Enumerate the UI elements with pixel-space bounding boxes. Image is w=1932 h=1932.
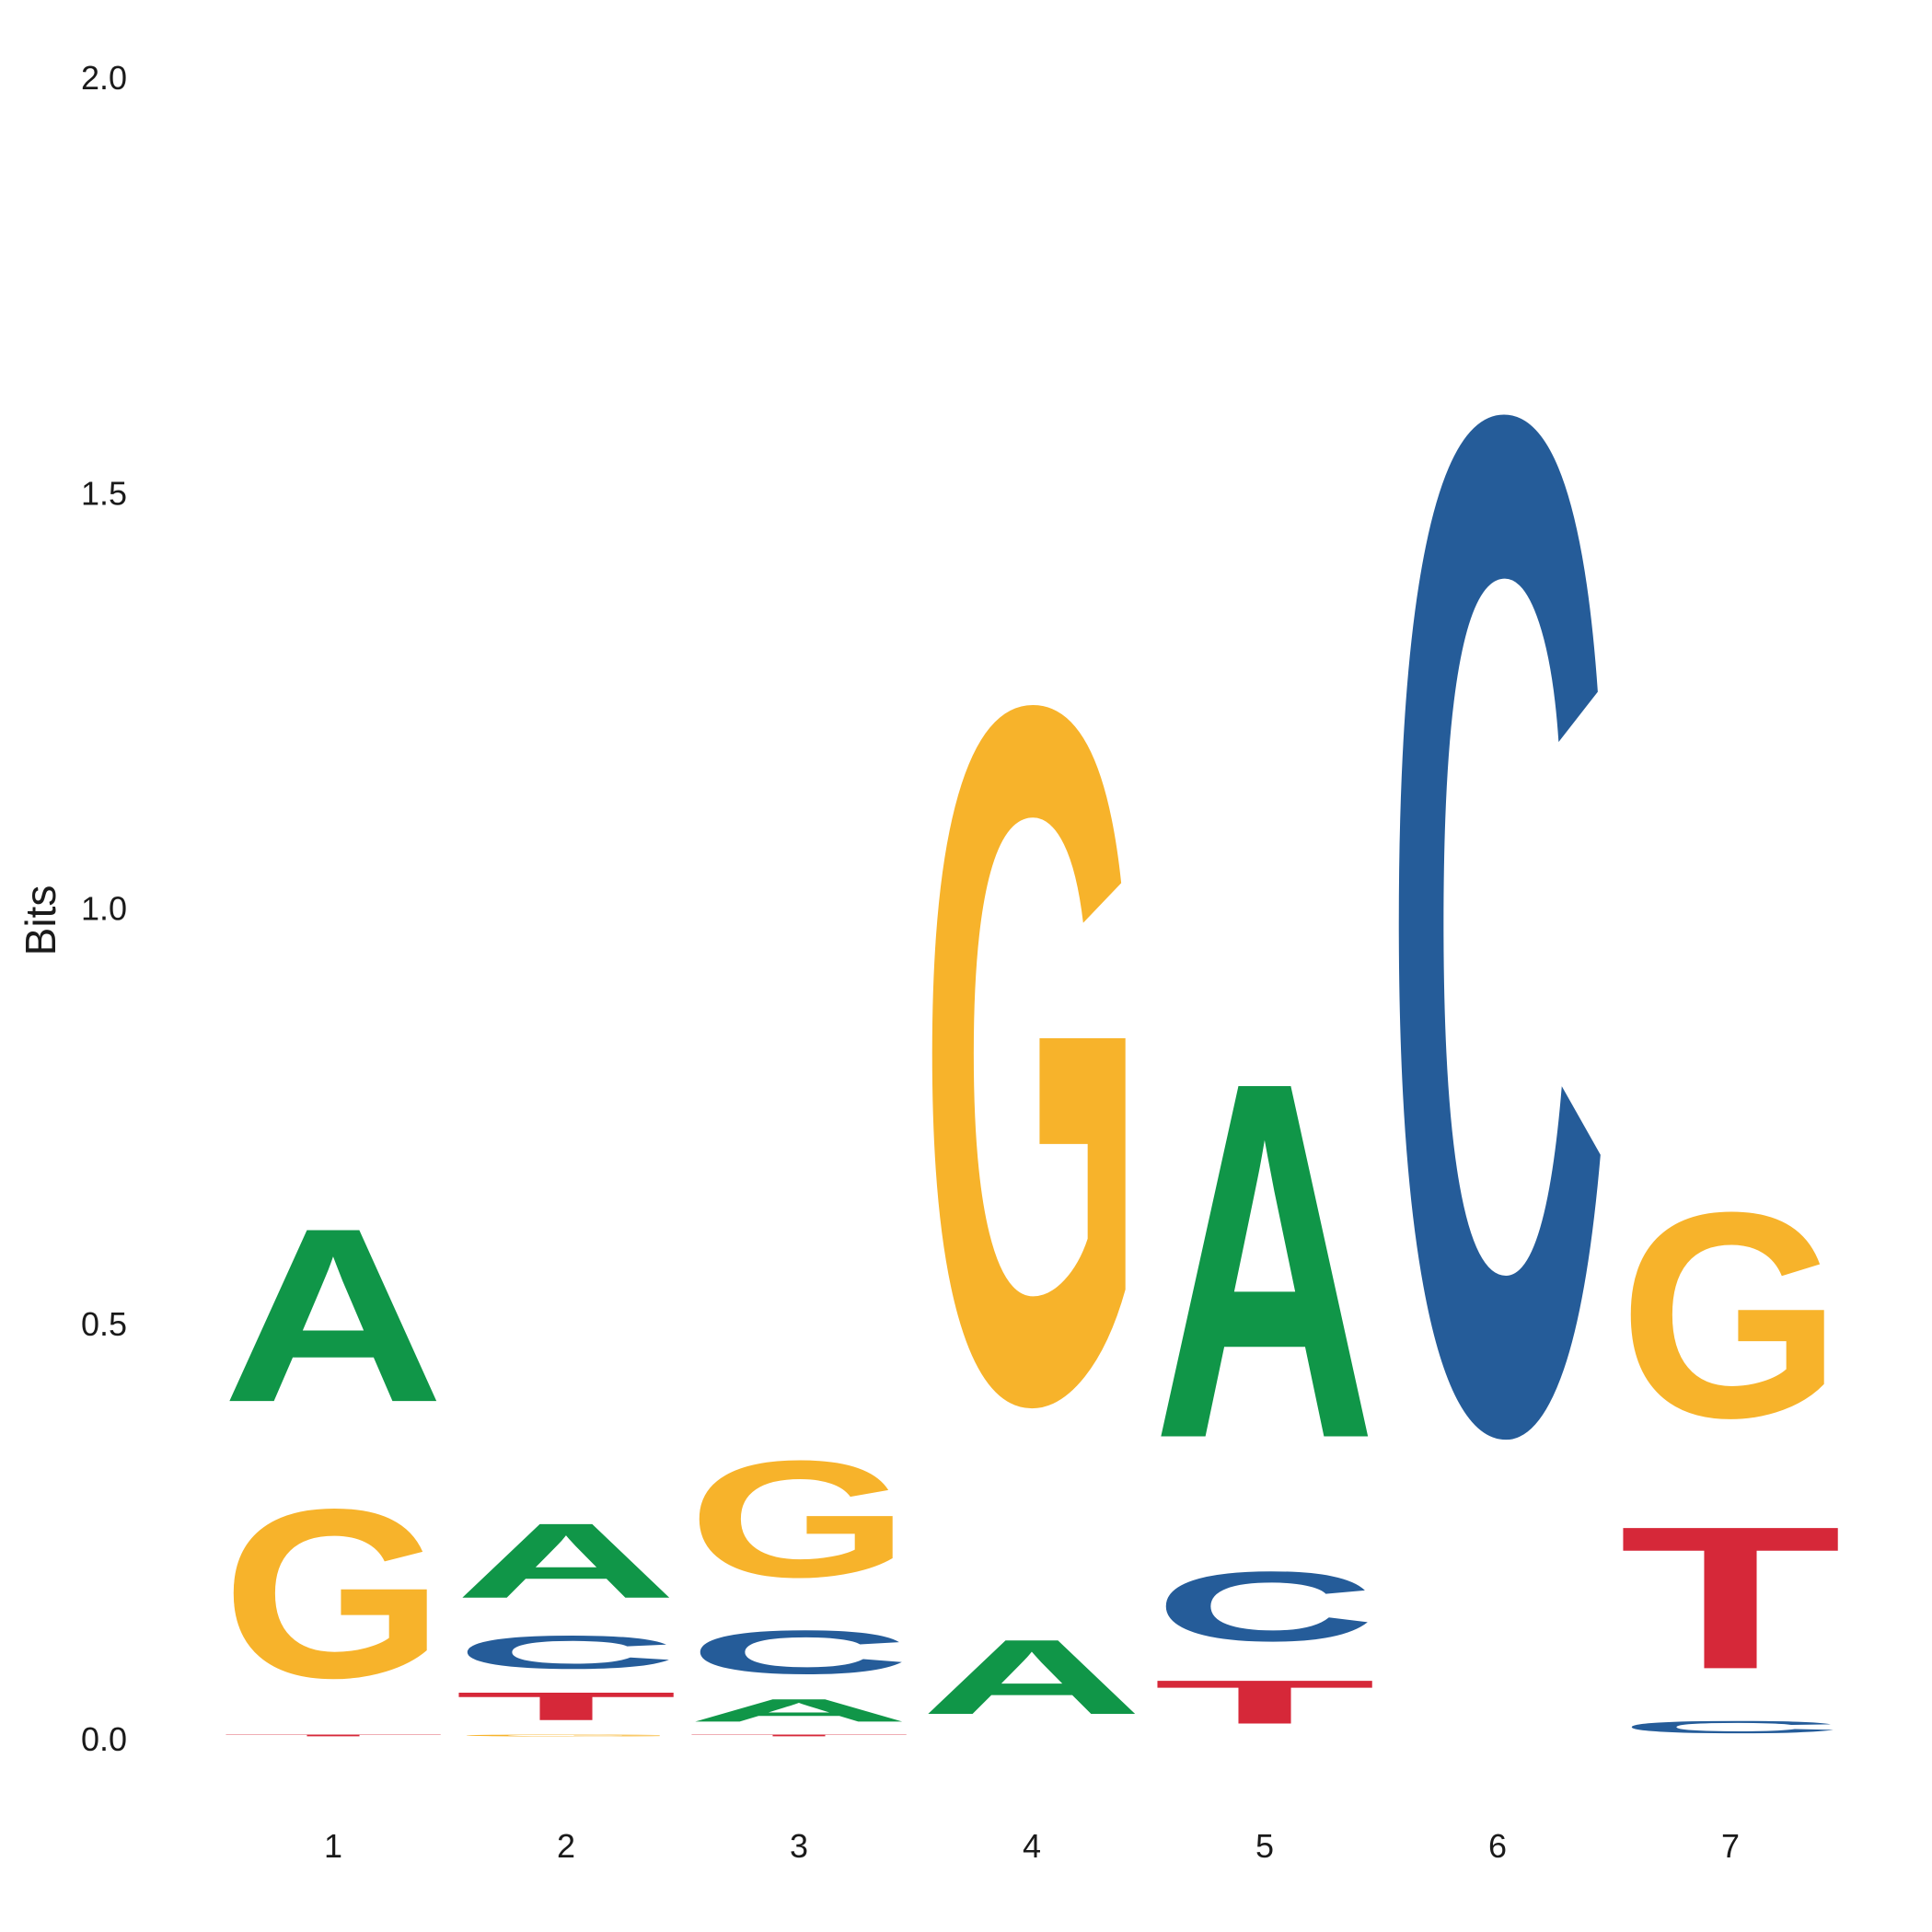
x-tick-label: 3 xyxy=(790,1827,808,1865)
letter-C-pos-3: C xyxy=(688,1617,910,1686)
y-tick-label: 1.5 xyxy=(81,474,127,512)
letter-A-pos-1: A xyxy=(222,1177,445,1454)
letter-G-pos-3: G xyxy=(688,1426,910,1612)
letter-T-pos-7: T xyxy=(1619,1484,1842,1711)
x-tick-label: 4 xyxy=(1023,1827,1041,1865)
x-tick-label: 1 xyxy=(324,1827,342,1865)
position-stack-3: T ACG xyxy=(688,1426,910,1737)
y-axis-title: Bits xyxy=(17,885,64,956)
letter-G-pos-7: G xyxy=(1619,1151,1842,1478)
position-stack-2: G TCA xyxy=(455,1501,677,1737)
x-tick-label: 2 xyxy=(557,1827,575,1865)
x-axis-ticks: 1 2 3 4 5 6 7 xyxy=(324,1827,1740,1865)
letter-T-pos-3: T xyxy=(688,1734,910,1737)
y-axis-ticks: 0.0 0.5 1.0 1.5 2.0 xyxy=(81,59,127,1758)
position-stack-5: TCA xyxy=(1153,976,1376,1737)
y-tick-label: 0.5 xyxy=(81,1305,127,1343)
y-tick-label: 2.0 xyxy=(81,59,127,97)
letter-T-pos-1: T xyxy=(222,1734,445,1737)
y-tick-label: 0.0 xyxy=(81,1720,127,1758)
x-tick-label: 5 xyxy=(1255,1827,1274,1865)
letter-C-pos-6: C xyxy=(1386,116,1609,1733)
letter-C-pos-7: C xyxy=(1619,1718,1842,1737)
letter-C-pos-2: C xyxy=(455,1625,677,1678)
letter-G-pos-1: G xyxy=(222,1459,445,1728)
letter-G-pos-4: G xyxy=(920,501,1143,1610)
position-stack-7: CTG xyxy=(1619,1151,1842,1737)
letter-C-pos-5: C xyxy=(1153,1551,1376,1662)
y-tick-label: 1.0 xyxy=(81,890,127,928)
x-tick-label: 6 xyxy=(1488,1827,1507,1865)
letter-A-pos-5: A xyxy=(1153,976,1376,1544)
letter-A-pos-3: A xyxy=(688,1693,910,1729)
position-stack-4: AG xyxy=(920,501,1143,1737)
letter-G-pos-2: G xyxy=(455,1734,677,1737)
x-tick-label: 7 xyxy=(1721,1827,1740,1865)
letter-T-pos-5: T xyxy=(1153,1668,1376,1737)
letter-A-pos-2: A xyxy=(455,1501,677,1621)
position-stack-6: C xyxy=(1386,116,1609,1733)
letter-A-pos-4: A xyxy=(920,1617,1143,1737)
position-stack-1: T GA xyxy=(222,1177,445,1737)
letter-T-pos-2: T xyxy=(455,1684,677,1729)
